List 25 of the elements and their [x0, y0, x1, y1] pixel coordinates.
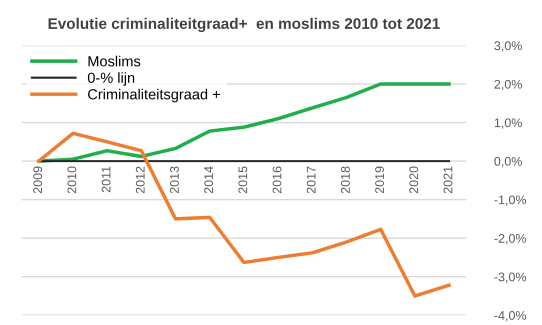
- x-tick-label: 2015: [238, 166, 248, 194]
- x-tick-label: 2016: [272, 166, 282, 194]
- y-tick-label: -3,0%: [494, 272, 526, 283]
- x-tick-label: 2014: [204, 166, 214, 194]
- x-tick-label: 2010: [67, 166, 76, 194]
- legend-label: Criminaliteitsgraad +: [88, 88, 220, 102]
- y-tick-label: -4,0%: [494, 311, 526, 322]
- x-tick-label: 2012: [136, 166, 145, 194]
- y-tick-label: 1,0%: [494, 118, 522, 129]
- x-tick-label: 2020: [409, 166, 418, 194]
- x-tick-label: 2018: [340, 166, 350, 194]
- y-tick-label: 2,0%: [494, 80, 522, 90]
- y-tick-label: 0,0%: [494, 156, 522, 168]
- y-tick-label: -1,0%: [494, 195, 526, 206]
- x-tick-label: 2009: [33, 166, 42, 194]
- legend-label: Moslims: [88, 56, 140, 66]
- x-tick-label: 2013: [170, 166, 179, 194]
- x-tick-label: 2011: [102, 166, 111, 192]
- x-tick-label: 2021: [444, 166, 452, 194]
- chart-title: Evolutie criminaliteitgraad+ en moslims 2010 tot 2021: [48, 18, 440, 32]
- y-tick-label: 3,0%: [494, 41, 522, 52]
- legend-label: 0-% lijn: [88, 72, 134, 86]
- x-tick-label: 2017: [306, 166, 316, 194]
- y-tick-label: -2,0%: [494, 234, 526, 244]
- x-tick-label: 2019: [375, 166, 384, 194]
